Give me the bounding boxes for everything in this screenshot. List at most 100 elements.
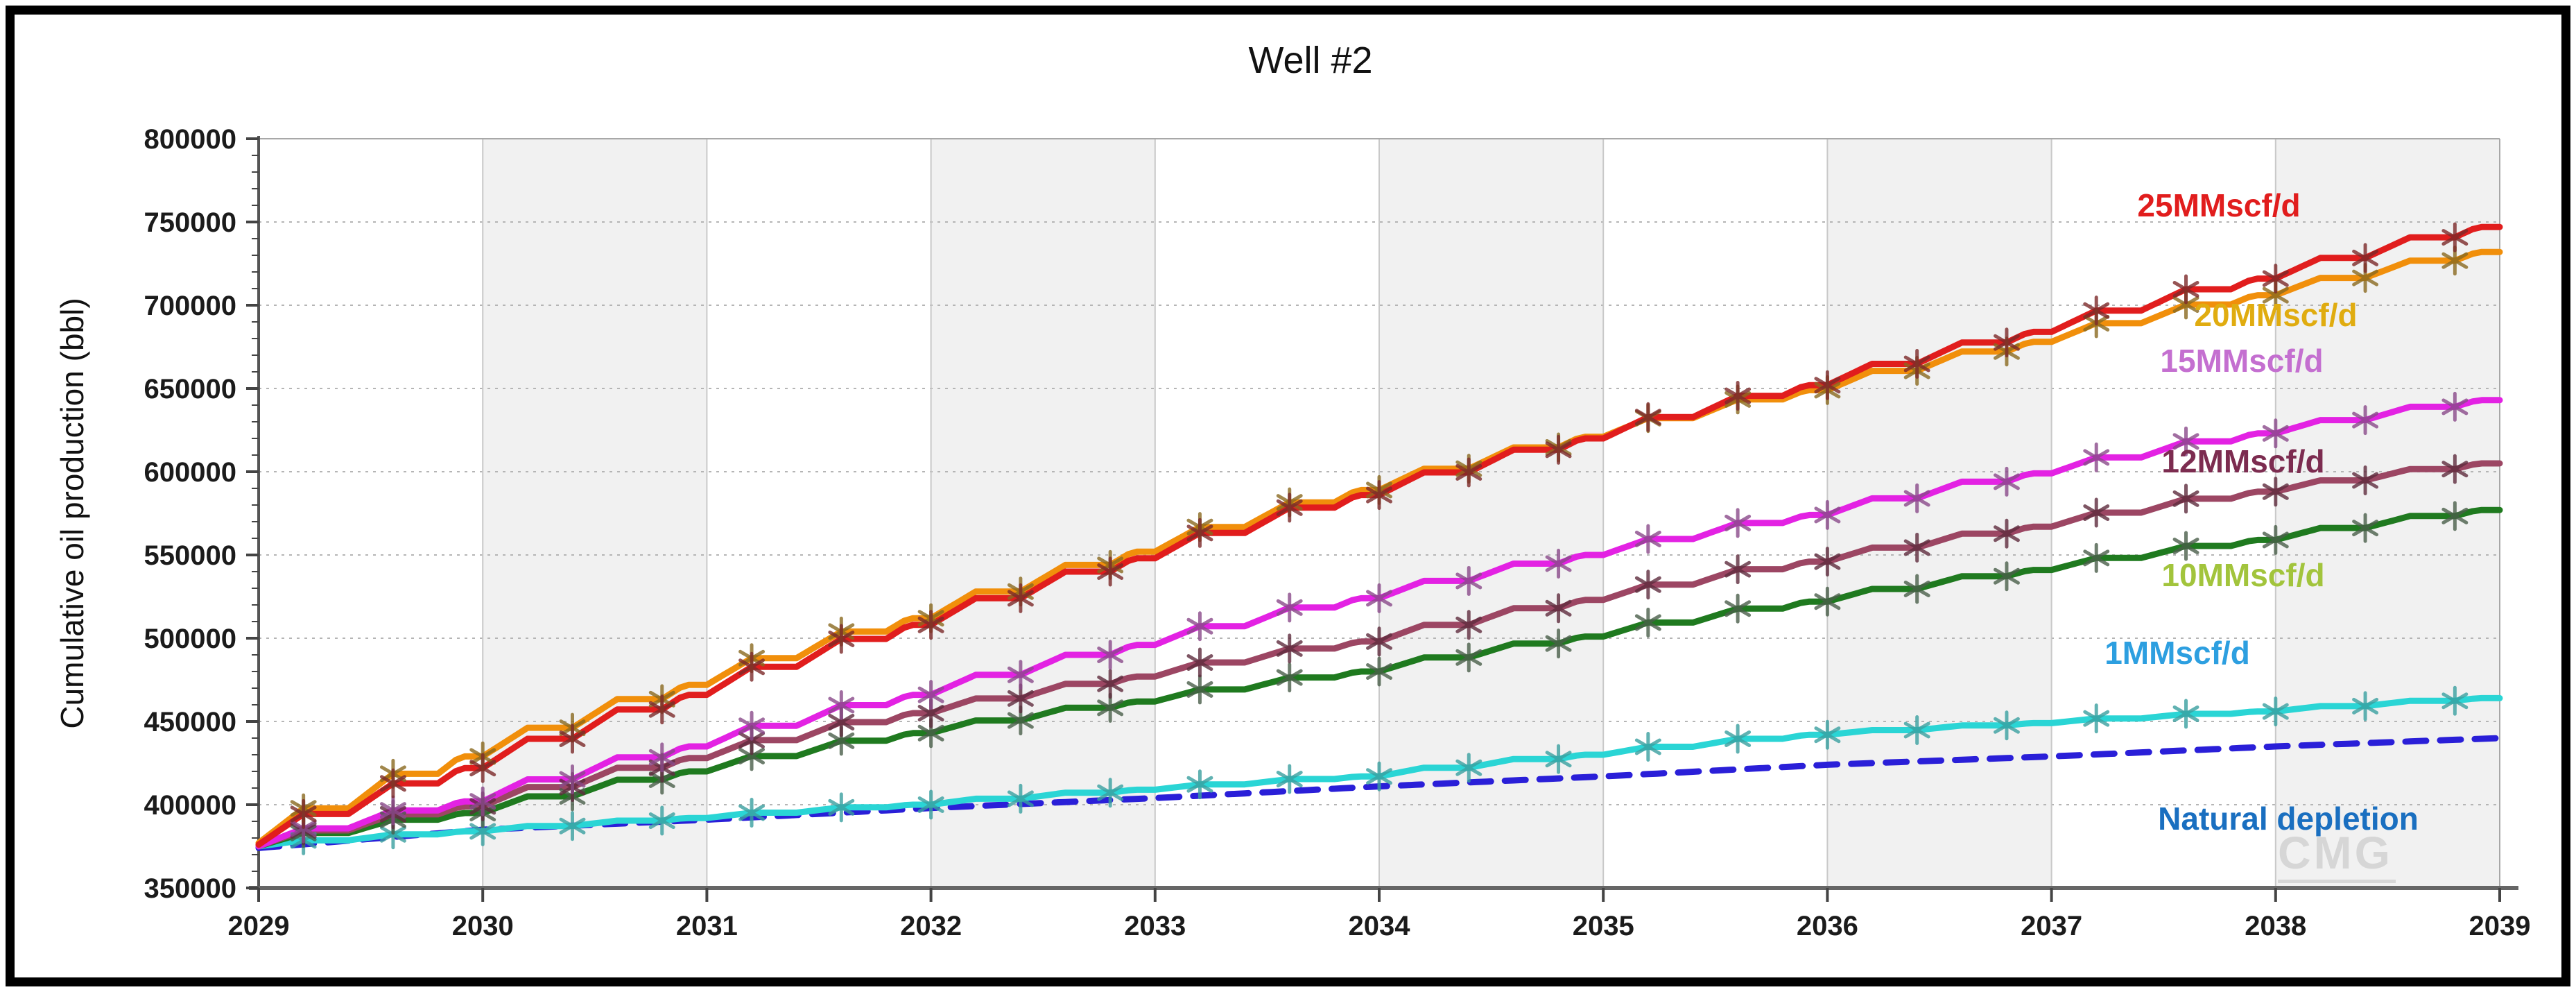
marker-15mmscf-d [2441, 391, 2469, 422]
marker-25mmscf-d [738, 651, 765, 682]
x-tick-label: 2036 [1797, 911, 1858, 941]
marker-10mmscf-d [1276, 662, 1303, 693]
marker-stroke [1276, 599, 1303, 616]
marker-stroke [2441, 252, 2469, 269]
marker-1mmscf-d [1455, 753, 1483, 783]
tick-labels: 800000 750000 700000 650000 600000 550000 5000… [144, 124, 2531, 941]
x-tick-label: 2033 [1124, 911, 1186, 941]
marker-stroke [738, 717, 765, 735]
marker-10mmscf-d [1545, 628, 1572, 659]
x-tick-label: 2037 [2021, 911, 2082, 941]
marker-15mmscf-d [559, 764, 586, 795]
marker-stroke [379, 775, 406, 792]
marker-12mmscf-d [2083, 497, 2110, 528]
marker-stroke [1186, 654, 1213, 672]
marker-stroke [559, 771, 586, 788]
marker-15mmscf-d [648, 742, 675, 773]
marker-stroke [469, 760, 496, 777]
marker-25mmscf-d [1276, 493, 1303, 523]
marker-25mmscf-d [469, 753, 496, 783]
marker-stroke [1724, 600, 1752, 617]
marker-25mmscf-d [2441, 222, 2469, 253]
marker-25mmscf-d [379, 768, 406, 798]
marker-25mmscf-d [1814, 370, 1841, 400]
marker-stroke [2441, 461, 2469, 478]
y-tick-label: 700000 [144, 291, 236, 321]
marker-stroke [2352, 472, 2379, 489]
marker-stroke [1276, 640, 1303, 657]
marker-10mmscf-d [1455, 642, 1483, 673]
marker-stroke [1994, 567, 2020, 585]
marker-15mmscf-d [1903, 483, 1930, 513]
marker-stroke [559, 730, 586, 747]
marker-stroke [1634, 530, 1661, 547]
marker-stroke [738, 804, 765, 821]
marker-stroke [2262, 531, 2289, 549]
marker-stroke [559, 817, 586, 835]
marker-stroke [2262, 287, 2289, 304]
marker-25mmscf-d [2172, 274, 2199, 305]
marker-stroke [1007, 590, 1034, 607]
marker-stroke [1097, 784, 1124, 801]
marker-stroke [1097, 699, 1124, 717]
marker-stroke [1724, 387, 1752, 404]
y-tick-label: 350000 [144, 873, 236, 904]
marker-1mmscf-d [1814, 719, 1841, 750]
marker-25mmscf-d [1545, 434, 1572, 465]
marker-10mmscf-d [2083, 542, 2110, 573]
marker-12mmscf-d [2262, 477, 2289, 507]
marker-stroke [1545, 635, 1572, 652]
marker-stroke [2083, 710, 2110, 727]
marker-1mmscf-d [2262, 696, 2289, 727]
marker-15mmscf-d [1186, 611, 1213, 642]
marker-stroke [1097, 647, 1124, 663]
marker-15mmscf-d [828, 690, 855, 720]
marker-stroke [1814, 553, 1841, 570]
marker-12mmscf-d [1455, 610, 1483, 640]
axes [246, 136, 2518, 902]
marker-stroke [1366, 633, 1392, 650]
marker-15mmscf-d [1366, 583, 1392, 613]
marker-stroke [2441, 398, 2469, 416]
marker-stroke [1994, 473, 2020, 490]
marker-10mmscf-d [1814, 586, 1841, 617]
marker-15mmscf-d [1724, 508, 1752, 538]
marker-stroke [1994, 717, 2020, 734]
marker-1mmscf-d [1007, 783, 1034, 814]
marker-12mmscf-d [1545, 593, 1572, 624]
marker-stroke [1007, 690, 1034, 707]
series-label-20mmscf-d: 20MMscf/d [2194, 297, 2357, 333]
x-tick-label: 2034 [1349, 911, 1411, 941]
marker-stroke [1545, 751, 1572, 768]
marker-12mmscf-d [1903, 532, 1930, 563]
marker-stroke [828, 798, 855, 816]
marker-1mmscf-d [1994, 710, 2020, 741]
marker-stroke [738, 747, 765, 764]
marker-15mmscf-d [379, 795, 406, 826]
marker-stroke [1545, 555, 1572, 572]
marker-stroke [1007, 790, 1034, 807]
marker-stroke [828, 696, 855, 714]
marker-stroke [2441, 692, 2469, 710]
marker-stroke [1545, 441, 1572, 459]
marker-12mmscf-d [1276, 633, 1303, 664]
marker-stroke [2352, 520, 2379, 537]
marker-15mmscf-d [1097, 640, 1124, 670]
marker-stroke [828, 713, 855, 730]
marker-stroke [1186, 524, 1213, 542]
marker-stroke [1366, 590, 1392, 607]
marker-1mmscf-d [1366, 761, 1392, 792]
marker-stroke [2262, 703, 2289, 720]
marker-25mmscf-d [1724, 381, 1752, 411]
marker-15mmscf-d [2262, 418, 2289, 449]
marker-12mmscf-d [1814, 547, 1841, 577]
marker-stroke [917, 686, 944, 703]
marker-15mmscf-d [1455, 565, 1483, 596]
marker-1mmscf-d [2441, 685, 2469, 716]
marker-1mmscf-d [738, 798, 765, 828]
marker-15mmscf-d [2172, 426, 2199, 456]
marker-1mmscf-d [1097, 778, 1124, 808]
marker-1mmscf-d [1545, 744, 1572, 774]
marker-10mmscf-d [1994, 561, 2020, 592]
